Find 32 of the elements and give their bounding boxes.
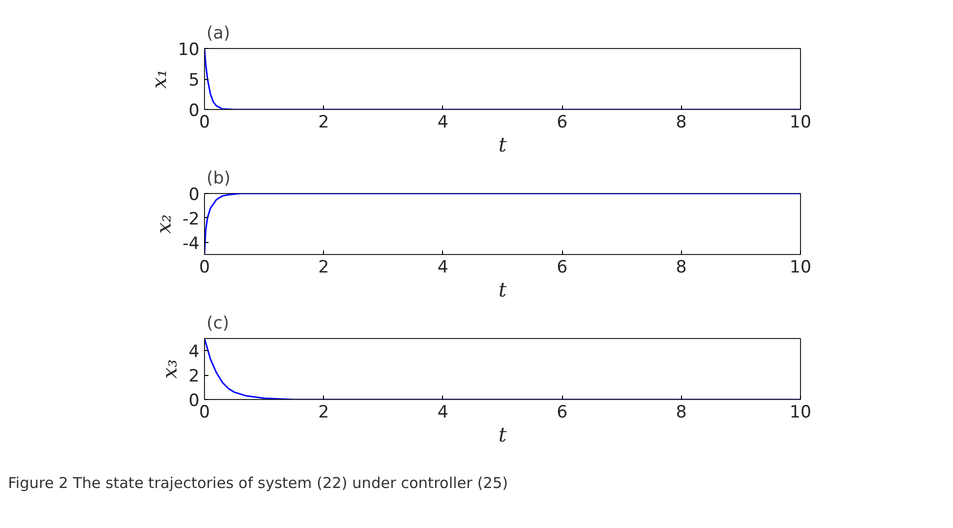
y-tick-label: 10 [178,40,200,60]
y-tick-label: -2 [182,209,200,230]
x-axis-title: t [498,278,508,302]
y-tick-label: 4 [188,342,200,362]
caption: Figure 2 The state trajectories of system (22) under controller (25) [8,473,508,494]
y-axis-title: x₃ [158,359,182,379]
x-tick-label: 6 [556,258,568,278]
y-tick-label: 0 [188,185,200,205]
x-tick-label: 2 [318,112,330,132]
x-axis-title: t [498,422,508,446]
x-tick-label: 8 [676,258,687,278]
chart-title: (c) [206,314,230,334]
y-axis-title: x₂ [152,214,176,234]
x-tick-label: 4 [437,258,448,278]
x-tick-label: 4 [437,112,448,132]
y-tick-label: -4 [182,234,200,254]
x-tick-label: 4 [437,402,448,422]
x-tick-label: 10 [790,258,812,278]
x-tick-label: 6 [556,112,568,132]
x-tick-label: 2 [318,402,330,422]
y-tick-label: 5 [188,70,200,90]
x-tick-label: 10 [790,112,812,132]
x-axis-title: t [498,132,508,156]
x-tick-label: 10 [790,402,812,422]
x-tick-label: 8 [676,112,687,132]
y-axis-title: x₁ [146,69,171,89]
x-tick-label: 2 [318,258,330,278]
x-tick-label: 6 [556,402,568,422]
chart-title: (b) [206,168,231,188]
chart-title: (a) [206,24,230,44]
x-tick-label: 8 [676,402,687,422]
y-tick-label: 2 [188,366,200,387]
